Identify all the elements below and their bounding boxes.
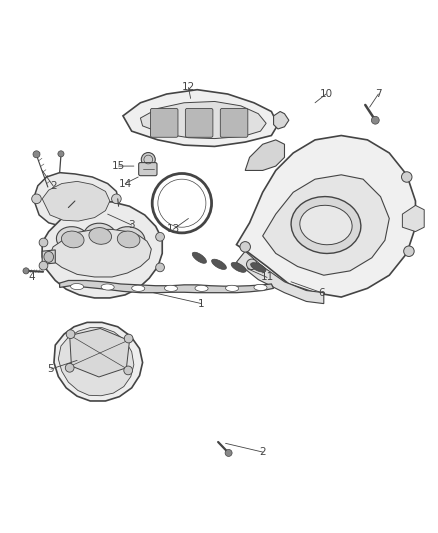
Ellipse shape: [61, 231, 84, 248]
Circle shape: [39, 238, 48, 247]
Ellipse shape: [300, 205, 352, 245]
Text: 6: 6: [318, 288, 325, 298]
Circle shape: [65, 364, 74, 372]
Ellipse shape: [57, 227, 89, 252]
Polygon shape: [42, 250, 55, 264]
Circle shape: [23, 268, 29, 274]
Polygon shape: [141, 101, 266, 139]
Ellipse shape: [71, 284, 84, 289]
Ellipse shape: [212, 259, 226, 270]
Text: 2: 2: [50, 181, 57, 191]
Circle shape: [39, 261, 48, 270]
Polygon shape: [60, 280, 274, 293]
Polygon shape: [274, 111, 289, 129]
Ellipse shape: [291, 197, 361, 254]
Circle shape: [32, 194, 41, 204]
Circle shape: [124, 334, 133, 343]
Text: 4: 4: [28, 272, 35, 282]
Ellipse shape: [164, 285, 177, 292]
FancyBboxPatch shape: [220, 108, 248, 138]
Polygon shape: [33, 173, 119, 227]
Ellipse shape: [117, 231, 140, 248]
FancyBboxPatch shape: [139, 163, 157, 176]
Ellipse shape: [226, 285, 239, 292]
Text: 15: 15: [112, 161, 125, 171]
Circle shape: [404, 246, 414, 256]
Polygon shape: [54, 322, 143, 401]
Text: 11: 11: [261, 272, 274, 282]
Circle shape: [240, 241, 251, 252]
Polygon shape: [123, 90, 278, 147]
Ellipse shape: [44, 252, 53, 262]
Polygon shape: [42, 202, 162, 298]
Text: 13: 13: [166, 224, 180, 235]
Ellipse shape: [254, 285, 267, 290]
Circle shape: [247, 259, 257, 270]
Circle shape: [33, 151, 40, 158]
Polygon shape: [58, 328, 134, 395]
Polygon shape: [237, 135, 416, 297]
Ellipse shape: [251, 263, 266, 272]
Text: 10: 10: [319, 89, 332, 99]
Circle shape: [112, 194, 121, 204]
FancyBboxPatch shape: [185, 108, 213, 138]
Ellipse shape: [84, 223, 117, 249]
Polygon shape: [245, 140, 285, 171]
Text: 5: 5: [48, 364, 54, 374]
Polygon shape: [70, 328, 130, 377]
Polygon shape: [403, 205, 424, 231]
Polygon shape: [49, 229, 151, 277]
Text: 3: 3: [128, 220, 135, 230]
Circle shape: [155, 232, 164, 241]
Circle shape: [66, 330, 75, 338]
Ellipse shape: [195, 285, 208, 292]
Circle shape: [124, 366, 133, 375]
Circle shape: [225, 449, 232, 456]
Circle shape: [141, 152, 155, 166]
Ellipse shape: [89, 228, 112, 244]
Ellipse shape: [231, 262, 246, 272]
Ellipse shape: [101, 284, 114, 290]
Polygon shape: [42, 181, 110, 221]
Ellipse shape: [112, 227, 145, 252]
FancyBboxPatch shape: [150, 108, 178, 138]
Text: 7: 7: [375, 89, 381, 99]
Ellipse shape: [192, 252, 206, 263]
Circle shape: [371, 116, 379, 124]
Circle shape: [155, 263, 164, 272]
Text: 14: 14: [119, 179, 132, 189]
Polygon shape: [237, 251, 324, 304]
Circle shape: [402, 172, 412, 182]
Circle shape: [58, 151, 64, 157]
Text: 12: 12: [182, 83, 195, 93]
Text: 2: 2: [259, 447, 266, 457]
Text: 1: 1: [198, 298, 205, 309]
Ellipse shape: [132, 285, 145, 292]
Polygon shape: [263, 175, 389, 275]
